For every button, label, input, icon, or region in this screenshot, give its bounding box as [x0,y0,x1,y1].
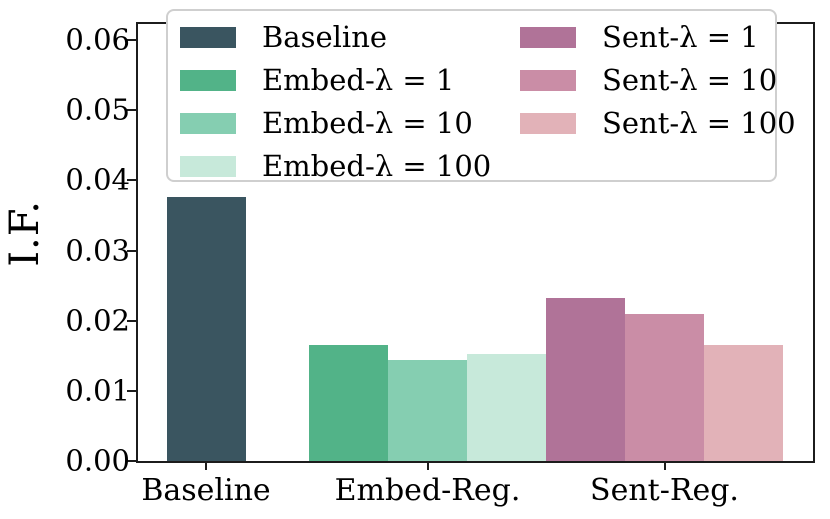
legend-column-left: Baseline Embed-λ = 1 Embed-λ = 10 Embed-λ =… [180,16,491,188]
x-tick-mark [205,461,207,470]
y-tick-mark [127,319,136,322]
y-tick-label: 0.03 [65,233,130,268]
y-tick-mark [127,179,136,182]
legend-swatch [180,27,236,48]
legend-label: Sent-λ = 100 [602,106,796,140]
legend-label: Sent-λ = 10 [602,63,778,97]
bar-embed-10 [388,360,467,461]
bars-layer [138,24,813,461]
legend-swatch [520,113,576,134]
y-tick-mark [127,109,136,112]
legend-label: Baseline [262,20,388,54]
y-tick-label: 0.06 [65,22,130,57]
y-tick-label: 0.01 [65,373,130,408]
legend-item: Embed-λ = 100 [180,145,491,188]
bar-embed-1 [309,345,388,461]
legend-item: Baseline [180,16,491,59]
x-tick-mark [426,461,429,470]
x-tick-label-sent-reg-: Sent-Reg. [590,473,739,508]
legend-item: Sent-λ = 10 [520,59,796,102]
bar-embed-100 [467,354,546,461]
legend-swatch [180,113,236,134]
bar-baseline [166,197,246,461]
y-axis-label: I.F. [2,200,48,267]
y-tick-mark [127,460,136,462]
legend-swatch [520,70,576,91]
legend-label: Embed-λ = 1 [262,63,455,97]
y-tick-label: 0.05 [65,92,130,127]
x-tick-label-baseline: Baseline [141,473,271,508]
legend-label: Embed-λ = 100 [262,149,492,183]
y-tick-mark [127,39,136,42]
bar-sent-100 [704,345,783,461]
legend-item: Sent-λ = 100 [520,102,796,145]
bar-sent-10 [625,313,704,461]
legend-swatch [180,156,236,177]
legend-label: Sent-λ = 1 [602,20,759,54]
y-tick-label: 0.00 [65,443,130,478]
legend: Baseline Embed-λ = 1 Embed-λ = 10 Embed-λ =… [166,9,796,182]
y-tick-label: 0.04 [65,162,130,197]
legend-item: Embed-λ = 10 [180,102,491,145]
y-tick-mark [127,249,136,252]
legend-item: Sent-λ = 1 [520,16,796,59]
x-tick-mark [663,461,666,470]
legend-swatch [520,27,576,48]
legend-item: Embed-λ = 1 [180,59,491,102]
plot-area: 0.00 0.01 0.02 0.03 0.04 0.05 0.06 Baseline Emb… [65,22,815,507]
bar-sent-1 [546,298,625,461]
legend-column-right: Sent-λ = 1 Sent-λ = 10 Sent-λ = 100 [520,16,796,145]
legend-swatch [180,70,236,91]
legend-label: Embed-λ = 10 [262,106,473,140]
y-tick-label: 0.02 [65,303,130,338]
x-tick-label-embed-reg-: Embed-Reg. [334,473,521,508]
y-tick-mark [127,389,136,392]
